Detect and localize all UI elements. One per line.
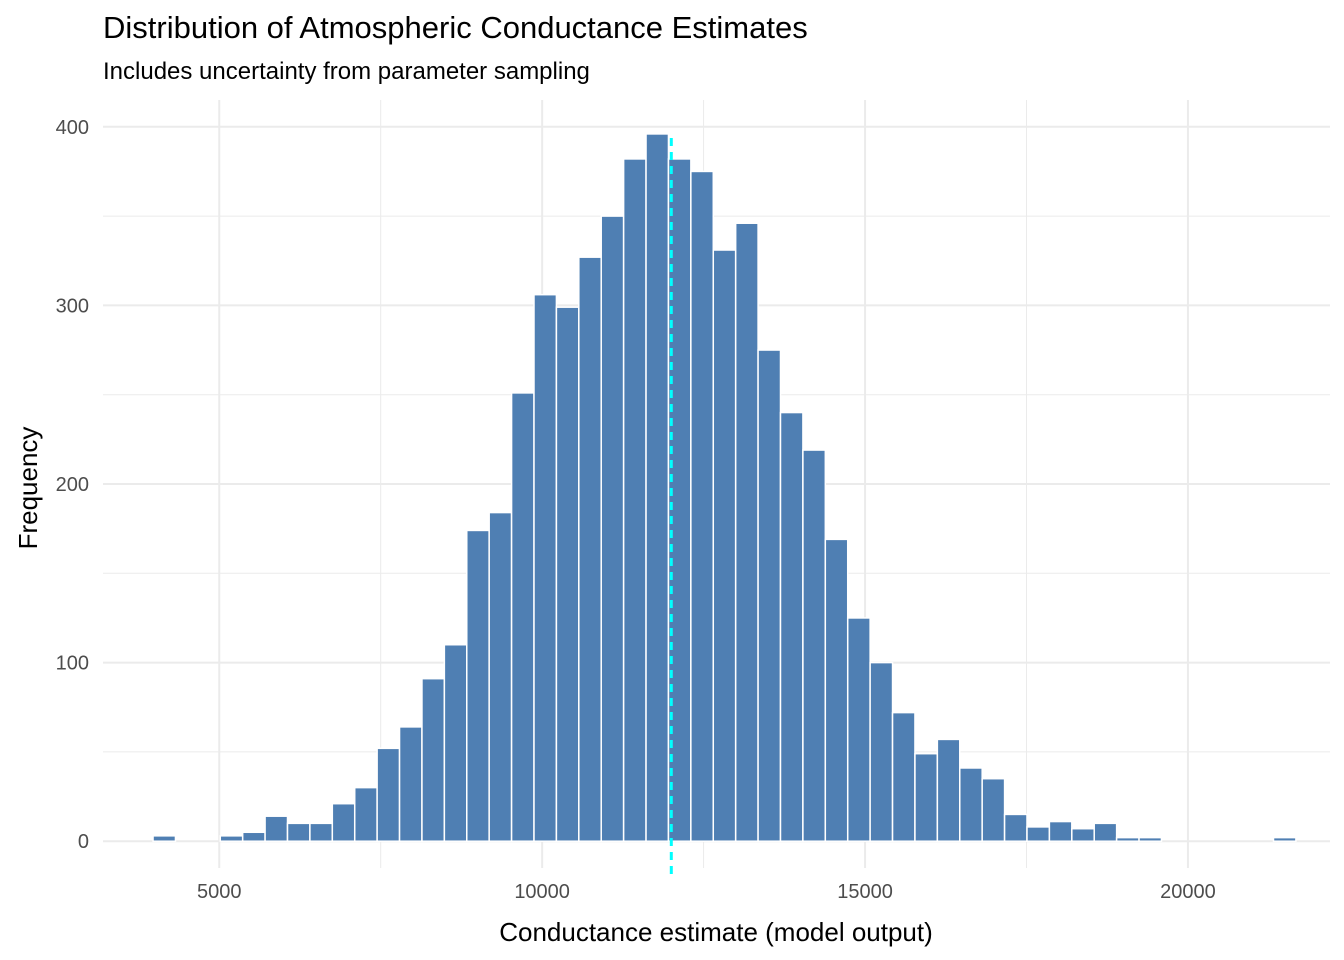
histogram-bar <box>331 802 356 842</box>
histogram-bar <box>264 815 289 842</box>
y-tick-label: 200 <box>56 474 89 496</box>
histogram-bar <box>466 529 490 842</box>
histogram-bar <box>1115 836 1140 842</box>
x-tick-label: 20000 <box>1160 881 1216 903</box>
histogram-bar <box>1048 820 1073 842</box>
histogram-bar <box>309 822 334 842</box>
y-tick-label: 400 <box>56 117 89 139</box>
histogram-bar <box>286 822 311 842</box>
x-tick-label: 5000 <box>197 881 242 903</box>
histogram-bar <box>824 538 849 842</box>
histogram-bar <box>712 249 737 842</box>
histogram-bar <box>510 392 535 842</box>
x-axis-title: Conductance estimate (model output) <box>499 917 933 947</box>
histogram-bar <box>1093 822 1118 842</box>
histogram-bar <box>219 835 244 842</box>
histogram-bar <box>690 170 715 842</box>
histogram-bar <box>891 711 916 842</box>
histogram-bar <box>488 511 513 842</box>
y-axis-title: Frequency <box>13 427 43 550</box>
histogram-bar <box>936 738 961 842</box>
histogram-bars <box>152 133 1297 842</box>
x-tick-label: 15000 <box>837 881 893 903</box>
histogram-bar <box>1003 813 1028 842</box>
histogram-bar <box>152 835 177 842</box>
histogram-bar <box>667 158 692 842</box>
histogram-bar <box>600 215 625 842</box>
histogram-bar <box>645 133 670 842</box>
histogram-bar <box>622 158 647 842</box>
histogram-bar <box>846 617 871 842</box>
y-tick-label: 100 <box>56 653 89 675</box>
histogram-bar <box>1071 827 1095 842</box>
histogram-bar <box>1026 826 1051 842</box>
histogram-bar <box>353 786 378 842</box>
histogram-bar <box>757 349 782 842</box>
histogram-bar <box>779 411 804 842</box>
histogram-bar <box>1272 836 1297 842</box>
histogram-bar <box>959 767 983 842</box>
histogram-bar <box>421 677 446 842</box>
histogram-bar <box>398 726 423 842</box>
histogram-bar <box>869 661 894 842</box>
y-tick-label: 300 <box>56 295 89 317</box>
histogram-bar <box>555 306 580 842</box>
x-tick-label: 10000 <box>514 881 570 903</box>
histogram-bar <box>914 752 939 842</box>
chart-title: Distribution of Atmospheric Conductance … <box>103 10 808 45</box>
histogram-bar <box>443 643 468 842</box>
histogram-bar <box>241 831 266 842</box>
histogram-bar <box>981 777 1006 842</box>
histogram-bar <box>1138 836 1163 842</box>
x-axis-ticks: 5000 10000 15000 20000 <box>197 881 1216 903</box>
y-tick-label: 0 <box>78 831 89 853</box>
histogram-bar <box>376 747 401 842</box>
histogram-bar <box>734 222 759 842</box>
histogram-bar <box>578 256 602 842</box>
histogram-bar <box>533 293 558 842</box>
histogram-bar <box>802 449 827 842</box>
chart-subtitle: Includes uncertainty from parameter samp… <box>103 58 590 85</box>
y-axis-ticks: 0 100 200 300 400 <box>56 117 89 853</box>
